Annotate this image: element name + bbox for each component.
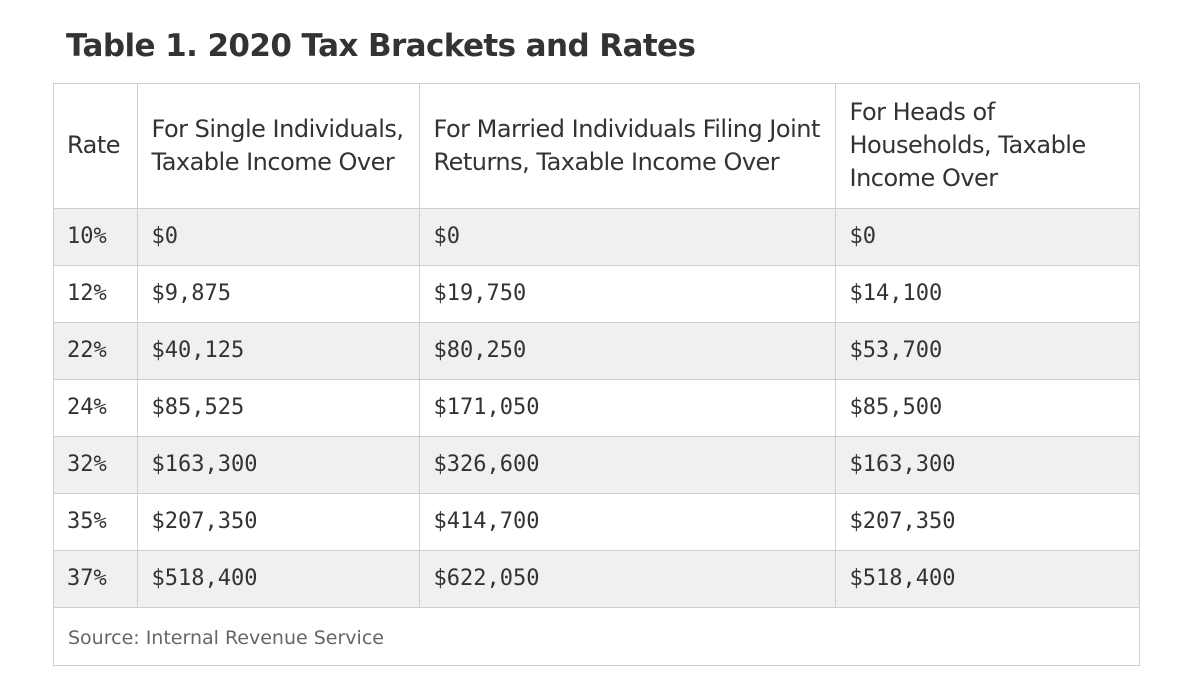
married-joint-cell: $0	[418, 208, 835, 266]
head-of-household-cell: $53,700	[834, 322, 1139, 380]
head-of-household-cell: $518,400	[834, 550, 1139, 608]
header-row: Rate For Single Individuals, Taxable Inc…	[54, 84, 1139, 209]
rate-cell: 24%	[54, 379, 137, 437]
single-cell: $40,125	[136, 322, 419, 380]
married-joint-cell: $19,750	[418, 265, 835, 323]
single-cell: $85,525	[136, 379, 419, 437]
married-joint-cell: $80,250	[418, 322, 835, 380]
column-header-married-joint: For Married Individuals Filing Joint Ret…	[418, 84, 835, 209]
head-of-household-cell: $85,500	[834, 379, 1139, 437]
table-title: Table 1. 2020 Tax Brackets and Rates	[66, 28, 696, 64]
rate-cell: 22%	[54, 322, 137, 380]
single-cell: $518,400	[136, 550, 419, 608]
rate-cell: 32%	[54, 436, 137, 494]
head-of-household-cell: $207,350	[834, 493, 1139, 551]
head-of-household-cell: $0	[834, 208, 1139, 266]
single-cell: $0	[136, 208, 419, 266]
tax-brackets-table-frame: Rate For Single Individuals, Taxable Inc…	[53, 83, 1140, 666]
table-row: 22% $40,125 $80,250 $53,700	[54, 322, 1139, 380]
column-header-single: For Single Individuals, Taxable Income O…	[136, 84, 419, 209]
table-row: 35% $207,350 $414,700 $207,350	[54, 493, 1139, 551]
head-of-household-cell: $163,300	[834, 436, 1139, 494]
rate-cell: 35%	[54, 493, 137, 551]
married-joint-cell: $171,050	[418, 379, 835, 437]
married-joint-cell: $414,700	[418, 493, 835, 551]
source-note: Source: Internal Revenue Service	[68, 627, 384, 649]
married-joint-cell: $622,050	[418, 550, 835, 608]
table-row: 10% $0 $0 $0	[54, 208, 1139, 266]
rate-cell: 10%	[54, 208, 137, 266]
table-row: 24% $85,525 $171,050 $85,500	[54, 379, 1139, 437]
tax-brackets-table: Rate For Single Individuals, Taxable Inc…	[54, 84, 1139, 608]
rate-cell: 12%	[54, 265, 137, 323]
column-header-rate: Rate	[54, 84, 137, 209]
married-joint-cell: $326,600	[418, 436, 835, 494]
table-row: 37% $518,400 $622,050 $518,400	[54, 550, 1139, 608]
table-row: 12% $9,875 $19,750 $14,100	[54, 265, 1139, 323]
table-row: 32% $163,300 $326,600 $163,300	[54, 436, 1139, 494]
head-of-household-cell: $14,100	[834, 265, 1139, 323]
single-cell: $9,875	[136, 265, 419, 323]
rate-cell: 37%	[54, 550, 137, 608]
column-header-heads-of-households: For Heads of Households, Taxable Income …	[834, 84, 1139, 209]
single-cell: $163,300	[136, 436, 419, 494]
single-cell: $207,350	[136, 493, 419, 551]
